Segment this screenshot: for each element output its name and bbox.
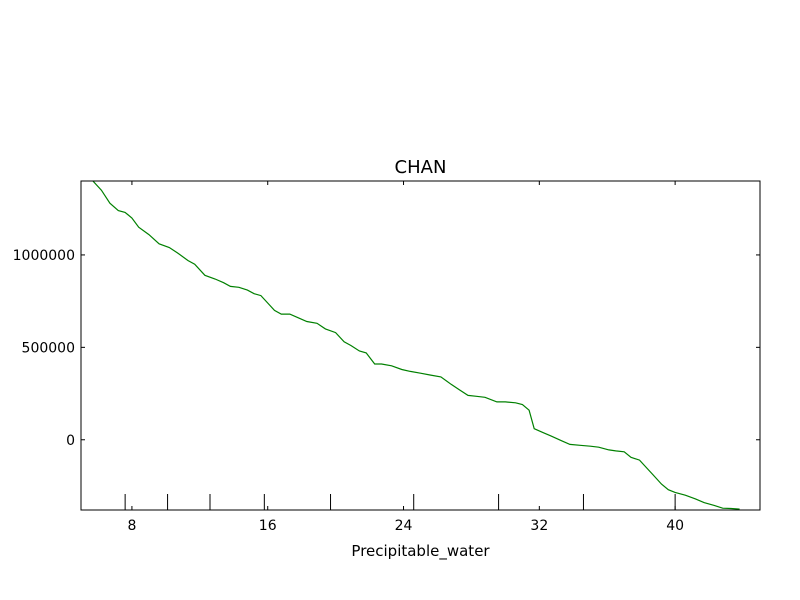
x-tick-label-1: 16 <box>259 518 277 534</box>
chart-title: CHAN <box>395 157 447 178</box>
y-axis-ticks: 0 500000 1000000 <box>13 248 760 449</box>
x-tick-label-4: 40 <box>666 518 684 534</box>
x-tick-label-2: 24 <box>395 518 413 534</box>
x-tick-label-3: 32 <box>530 518 548 534</box>
plot-area <box>92 181 740 510</box>
x-axis-ticks: 8 16 24 32 40 <box>127 181 684 534</box>
series-line-0 <box>92 181 740 510</box>
rug-ticks <box>124 494 676 510</box>
x-tick-label-0: 8 <box>127 518 136 534</box>
y-tick-label-2: 1000000 <box>13 248 75 264</box>
x-axis-label: Precipitable_water <box>351 542 490 561</box>
y-tick-label-1: 500000 <box>22 340 75 356</box>
plot-frame <box>80 180 761 511</box>
y-tick-label-0: 0 <box>66 433 75 449</box>
